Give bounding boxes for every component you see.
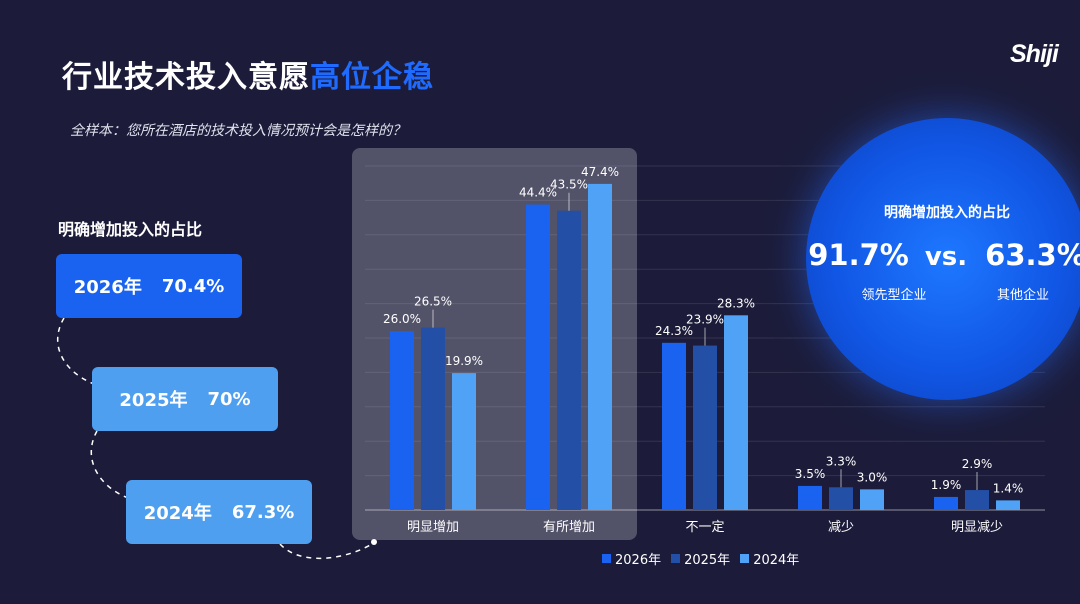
data-label: 26.5% xyxy=(414,295,452,309)
legend-item-2024: 2024年 xyxy=(740,549,799,568)
data-label: 47.4% xyxy=(581,165,619,179)
data-label: 3.5% xyxy=(795,467,826,481)
chart-legend: 2026年 2025年 2024年 xyxy=(602,549,809,568)
chart-subtitle: 全样本：您所在酒店的技术投入情况预计会是怎样的？ xyxy=(70,123,406,139)
legend-item-2025: 2025年 xyxy=(671,549,730,568)
bar xyxy=(526,204,550,510)
page-title: 行业技术投入意愿高位企稳 xyxy=(62,52,434,96)
category-label: 明显减少 xyxy=(951,520,1003,535)
bar xyxy=(934,496,958,510)
category-label: 减少 xyxy=(828,520,854,535)
year-box-value: 70.4% xyxy=(161,275,225,297)
data-label: 23.9% xyxy=(686,313,724,327)
bar xyxy=(662,342,686,510)
data-label: 28.3% xyxy=(717,296,755,310)
bar xyxy=(965,490,989,510)
data-label: 44.4% xyxy=(519,186,557,200)
data-label: 1.9% xyxy=(931,478,962,492)
bar xyxy=(829,487,853,510)
data-label: 19.9% xyxy=(445,354,483,368)
data-label: 43.5% xyxy=(550,178,588,192)
bar xyxy=(996,500,1020,510)
legend-label: 2025年 xyxy=(684,553,731,568)
data-label: 24.3% xyxy=(655,324,693,338)
title-main: 行业技术投入意愿 xyxy=(62,60,310,95)
comparison-circle: 明确增加投入的占比 91.7% vs. 63.3% 领先型企业 其他企业 xyxy=(806,118,1080,400)
bar xyxy=(724,315,748,510)
year-box-value: 70% xyxy=(207,388,251,410)
year-box-2024: 2024年 67.3% xyxy=(126,480,312,544)
bar xyxy=(860,489,884,510)
title-highlight: 高位企稳 xyxy=(310,60,434,95)
bar xyxy=(390,331,414,510)
data-label: 3.3% xyxy=(826,454,857,468)
year-box-year: 2024年 xyxy=(143,503,212,524)
year-box-year: 2026年 xyxy=(73,277,142,298)
bar xyxy=(557,210,581,510)
year-box-year: 2025年 xyxy=(119,390,188,411)
other-value: 63.3% xyxy=(985,238,1080,272)
bar xyxy=(693,345,717,510)
legend-label: 2026年 xyxy=(615,553,662,568)
bar xyxy=(452,373,476,510)
bar xyxy=(798,485,822,510)
data-label: 2.9% xyxy=(962,457,993,471)
bar xyxy=(588,183,612,510)
vs-label: vs. xyxy=(924,242,968,272)
shiji-logo: Shiji xyxy=(1010,40,1059,68)
legend-swatch xyxy=(740,554,750,563)
comparison-values: 91.7% vs. 63.3% xyxy=(806,238,1080,278)
year-box-2025: 2025年 70% xyxy=(92,367,278,431)
category-label: 明显增加 xyxy=(407,520,459,535)
data-label: 1.4% xyxy=(993,481,1024,495)
bar xyxy=(421,327,445,510)
comparison-title: 明确增加投入的占比 xyxy=(884,205,1010,221)
year-box-value: 67.3% xyxy=(231,501,295,523)
other-caption: 其他企业 xyxy=(996,288,1049,303)
category-label: 不一定 xyxy=(685,520,724,535)
side-panel-label: 明确增加投入的占比 xyxy=(58,220,203,239)
leader-caption: 领先型企业 xyxy=(861,288,927,303)
leader-value: 91.7% xyxy=(808,238,909,272)
legend-swatch xyxy=(671,554,681,563)
legend-label: 2024年 xyxy=(753,553,800,568)
data-label: 3.0% xyxy=(857,470,888,484)
data-label: 26.0% xyxy=(383,312,421,326)
legend-swatch xyxy=(602,554,611,563)
legend-item-2026: 2026年 xyxy=(602,549,661,568)
year-box-2026: 2026年 70.4% xyxy=(56,254,242,318)
category-label: 有所增加 xyxy=(543,520,595,535)
